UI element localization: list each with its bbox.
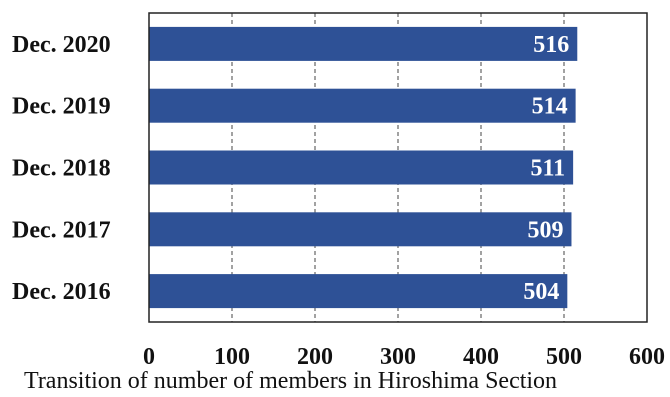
value-labels: 516 514 511 509 504 xyxy=(523,32,569,305)
category-label: Dec. 2017 xyxy=(12,217,111,243)
bar xyxy=(149,26,578,61)
x-tick-label: 500 xyxy=(546,344,582,368)
x-tick-label: 0 xyxy=(143,344,155,368)
bars xyxy=(149,26,578,309)
bar xyxy=(149,212,572,247)
category-label: Dec. 2018 xyxy=(12,156,111,182)
x-tick-labels: 0 100 200 300 400 500 600 xyxy=(143,344,665,368)
bar-value-label: 511 xyxy=(530,156,565,182)
plot-frame xyxy=(148,12,648,323)
bar xyxy=(149,150,574,185)
x-tick-label: 200 xyxy=(297,344,333,368)
bar-value-label: 509 xyxy=(527,217,563,243)
chart-caption: Transition of number of members in Hiros… xyxy=(24,368,558,394)
bar-value-label: 516 xyxy=(533,32,569,58)
bar-chart: Dec. 2020 Dec. 2019 Dec. 2018 Dec. 2017 Dec.… xyxy=(12,12,665,368)
x-tick-label: 600 xyxy=(629,344,665,368)
category-label: Dec. 2016 xyxy=(12,279,111,305)
x-tick-label: 400 xyxy=(463,344,499,368)
bar xyxy=(149,274,568,309)
category-labels: Dec. 2020 Dec. 2019 Dec. 2018 Dec. 2017 Dec.… xyxy=(12,32,111,305)
bar-value-label: 504 xyxy=(523,279,559,305)
bar xyxy=(149,88,576,123)
x-tick-label: 300 xyxy=(380,344,416,368)
bar-value-label: 514 xyxy=(532,94,568,120)
x-tick-label: 100 xyxy=(214,344,250,368)
category-label: Dec. 2019 xyxy=(12,94,111,120)
category-label: Dec. 2020 xyxy=(12,32,111,58)
